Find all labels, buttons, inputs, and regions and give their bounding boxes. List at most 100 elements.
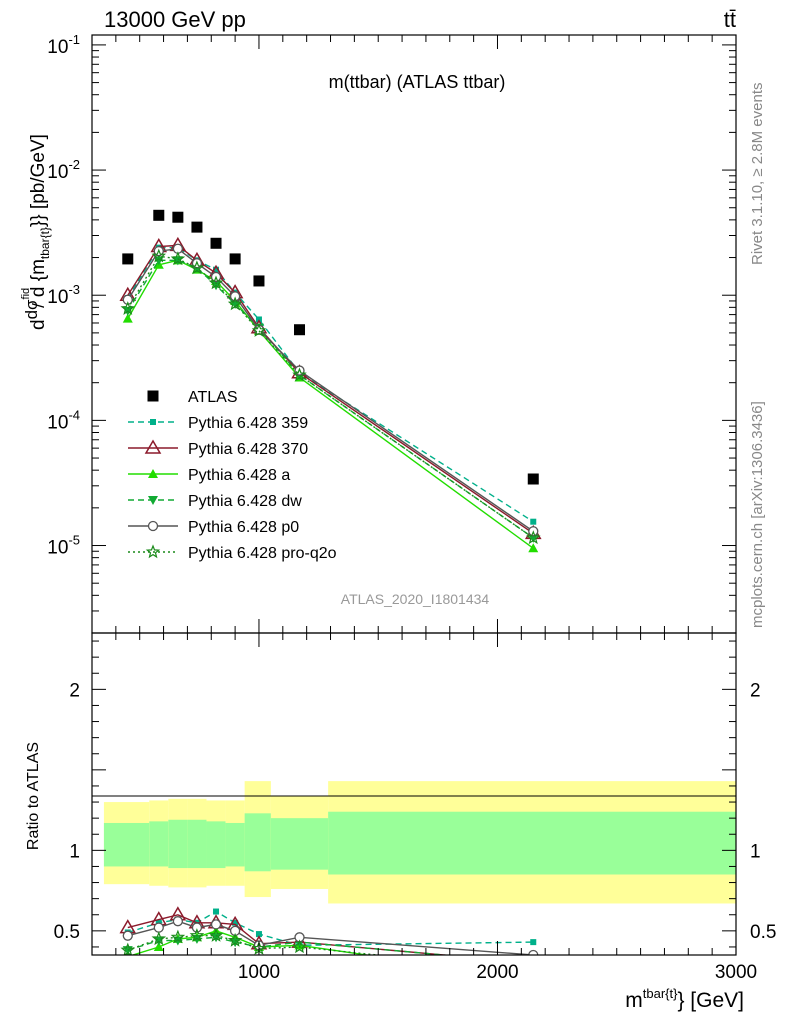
ratio-point-pythia-6-428-359 bbox=[530, 939, 537, 946]
main-frame bbox=[91, 34, 737, 634]
header-left-label: 13000 GeV pp bbox=[104, 7, 246, 32]
main-series-pythia-6-428-359 bbox=[124, 244, 537, 525]
main-ylabel-text: ddσfid/d {mtbar{t}}} [pb/GeV] bbox=[20, 134, 52, 330]
main-ytick-label: 10-2 bbox=[47, 157, 80, 183]
main-point-pythia-6-428-pro-q2o bbox=[208, 275, 224, 290]
ratio-ytick-label-left: 2 bbox=[69, 680, 80, 701]
main-series-atlas bbox=[122, 209, 539, 485]
ratio-point-pythia-6-428-p0 bbox=[528, 949, 539, 955]
ratio-point-pythia-6-428-p0 bbox=[191, 922, 203, 933]
ratio-ytick-label-right: 1 bbox=[750, 841, 761, 862]
rivet-version-label: Rivet 3.1.10, ≥ 2.8M events bbox=[749, 83, 766, 266]
legend-marker-atlas bbox=[147, 390, 159, 402]
main-series-layer bbox=[119, 209, 542, 553]
main-point-pythia-6-428-pro-q2o bbox=[189, 260, 205, 275]
main-point-atlas bbox=[153, 209, 165, 221]
legend-label-pythia-6-428-p0: Pythia 6.428 p0 bbox=[188, 519, 299, 536]
main-point-pythia-6-428-pro-q2o bbox=[292, 367, 307, 382]
ratio-point-pythia-6-428-pro-q2o bbox=[528, 965, 539, 976]
mcplots-label: mcplots.cern.ch [arXiv:1306.3436] bbox=[749, 401, 766, 628]
legend-marker-pythia-6-428-p0 bbox=[147, 520, 159, 532]
main-ytick-label: 10-1 bbox=[47, 32, 80, 58]
ratio-point-pythia-6-428-pro-q2o bbox=[170, 929, 186, 944]
main-point-atlas bbox=[294, 324, 306, 336]
main-ytick-label: 10-5 bbox=[47, 533, 80, 559]
ratio-series-pythia-6-428-p0 bbox=[122, 916, 539, 955]
ratio-ytick-label-left: 0.5 bbox=[54, 922, 80, 943]
ratio-line-pythia-6-428-pro-q2o bbox=[127, 935, 384, 955]
ratio-band-inner bbox=[149, 821, 169, 867]
legend-marker-pythia-6-428-370 bbox=[144, 439, 162, 454]
main-point-atlas bbox=[253, 275, 265, 287]
ratio-point-pythia-6-428-p0 bbox=[172, 916, 184, 927]
xtick-labels: 1000 2000 3000 bbox=[238, 962, 757, 983]
header-right-label: tt̄ bbox=[724, 7, 736, 32]
ratio-line-pythia-6-428-dw bbox=[127, 936, 452, 955]
xlabel: mtbar{t}} [GeV] bbox=[625, 986, 744, 1012]
ratio-point-pythia-6-428-pro-q2o bbox=[227, 932, 243, 947]
legend-label-pythia-6-428-a: Pythia 6.428 a bbox=[188, 467, 290, 484]
main-title: m(ttbar) (ATLAS ttbar) bbox=[329, 72, 506, 92]
ratio-point-pythia-6-428-dw bbox=[528, 959, 538, 968]
xtick-label: 2000 bbox=[476, 962, 518, 983]
ratio-axis-ticks bbox=[92, 633, 737, 955]
ratio-point-pythia-6-428-pro-q2o bbox=[120, 942, 136, 955]
main-axis-ticks bbox=[92, 35, 737, 634]
ratio-point-pythia-6-428-a bbox=[528, 974, 538, 983]
main-point-pythia-6-428-359 bbox=[213, 266, 220, 273]
main-point-atlas bbox=[122, 253, 134, 265]
ratio-point-pythia-6-428-359 bbox=[255, 931, 262, 938]
main-point-pythia-6-428-pro-q2o bbox=[170, 251, 186, 266]
ratio-ylabel: Ratio to ATLAS bbox=[25, 742, 42, 850]
main-point-atlas bbox=[527, 473, 539, 485]
main-ylabel: ddσfid/d {mtbar{t}}} [pb/GeV] bbox=[20, 134, 52, 330]
ratio-series-pythia-6-428-359 bbox=[124, 908, 537, 949]
legend-marker-pythia-6-428-a bbox=[148, 469, 158, 478]
ratio-band-inner bbox=[187, 819, 207, 869]
main-point-atlas bbox=[172, 211, 184, 223]
ratio-ytick-label-right: 2 bbox=[750, 680, 761, 701]
ratio-point-pythia-6-428-p0 bbox=[210, 919, 222, 930]
main-line-pythia-6-428-pro-q2o bbox=[127, 255, 534, 539]
legend-label-pythia-6-428-dw: Pythia 6.428 dw bbox=[188, 493, 302, 510]
ratio-series-layer bbox=[119, 906, 539, 983]
legend-label-pythia-6-428-pro-q2o: Pythia 6.428 pro-q2o bbox=[188, 545, 337, 562]
main-ytick-labels: 10-1 10-2 10-3 10-4 10-5 bbox=[47, 32, 80, 559]
legend-marker-pythia-6-428-pro-q2o bbox=[145, 544, 161, 559]
ratio-band-inner bbox=[244, 813, 271, 872]
ratio-ytick-labels: 0.5 0.5 1 1 2 2 bbox=[54, 680, 777, 943]
ratio-point-pythia-6-428-p0 bbox=[122, 930, 133, 941]
main-point-pythia-6-428-pro-q2o bbox=[227, 296, 243, 311]
main-series-pythia-6-428-p0 bbox=[122, 243, 539, 537]
ratio-band-inner bbox=[328, 811, 736, 875]
ratio-point-pythia-6-428-p0 bbox=[153, 922, 164, 933]
main-panel: 10-1 10-2 10-3 10-4 10-5 m(ttbar) (ATLAS ttb… bbox=[47, 32, 737, 634]
legend-label-atlas: ATLAS bbox=[188, 389, 238, 406]
main-point-pythia-6-428-a bbox=[528, 543, 539, 553]
legend-label-pythia-6-428-370: Pythia 6.428 370 bbox=[188, 441, 308, 458]
ratio-point-pythia-6-428-a bbox=[153, 941, 164, 951]
main-point-pythia-6-428-359 bbox=[530, 518, 537, 525]
legend-marker-pythia-6-428-dw bbox=[148, 496, 158, 505]
ratio-point-pythia-6-428-pro-q2o bbox=[189, 928, 205, 942]
legend: ATLAS Pythia 6.428 359 Pythia 6.428 370 Pyt… bbox=[128, 389, 337, 562]
main-series-pythia-6-428-pro-q2o bbox=[120, 248, 541, 545]
ratio-band-inner bbox=[270, 818, 329, 870]
ratio-band-inner bbox=[168, 819, 188, 869]
ratio-point-pythia-6-428-359 bbox=[232, 919, 239, 926]
main-point-pythia-6-428-pro-q2o bbox=[151, 248, 167, 263]
ratio-frame bbox=[91, 632, 737, 956]
legend-marker-pythia-6-428-359 bbox=[150, 419, 156, 425]
ratio-ytick-label-right: 0.5 bbox=[750, 922, 776, 943]
ratio-point-pythia-6-428-pro-q2o bbox=[151, 931, 167, 946]
main-point-atlas bbox=[210, 237, 222, 249]
analysis-watermark: ATLAS_2020_I1801434 bbox=[341, 591, 490, 607]
ratio-point-pythia-6-428-359 bbox=[213, 908, 220, 915]
main-ytick-label: 10-4 bbox=[47, 407, 80, 433]
main-ytick-label: 10-3 bbox=[47, 282, 80, 308]
main-point-pythia-6-428-a bbox=[122, 313, 133, 323]
ratio-point-pythia-6-428-pro-q2o bbox=[292, 939, 307, 954]
ratio-panel: 0.5 0.5 1 1 2 2 1000 2000 3000 Ratio to ATLAS m… bbox=[25, 632, 777, 1012]
ratio-band-inner bbox=[206, 821, 226, 869]
